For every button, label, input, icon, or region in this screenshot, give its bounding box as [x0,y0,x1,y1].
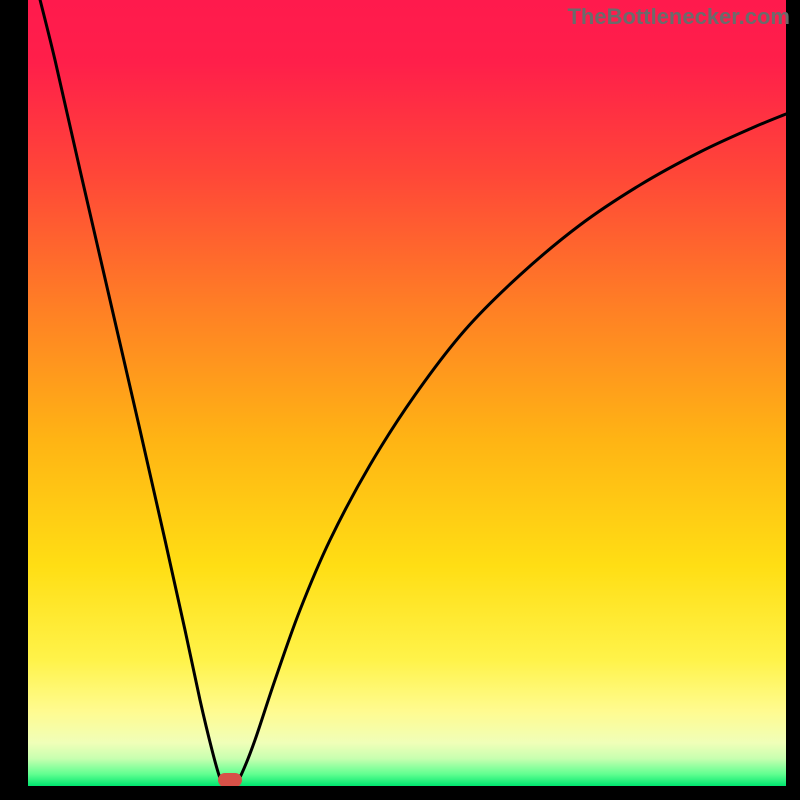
border-right [786,0,800,800]
optimum-marker [218,773,242,787]
border-left [0,0,28,800]
watermark-text: TheBottlenecker.com [567,4,790,30]
border-bottom [0,786,800,800]
gradient-background [28,0,786,786]
bottleneck-curve-chart [0,0,800,800]
chart-container: TheBottlenecker.com [0,0,800,800]
